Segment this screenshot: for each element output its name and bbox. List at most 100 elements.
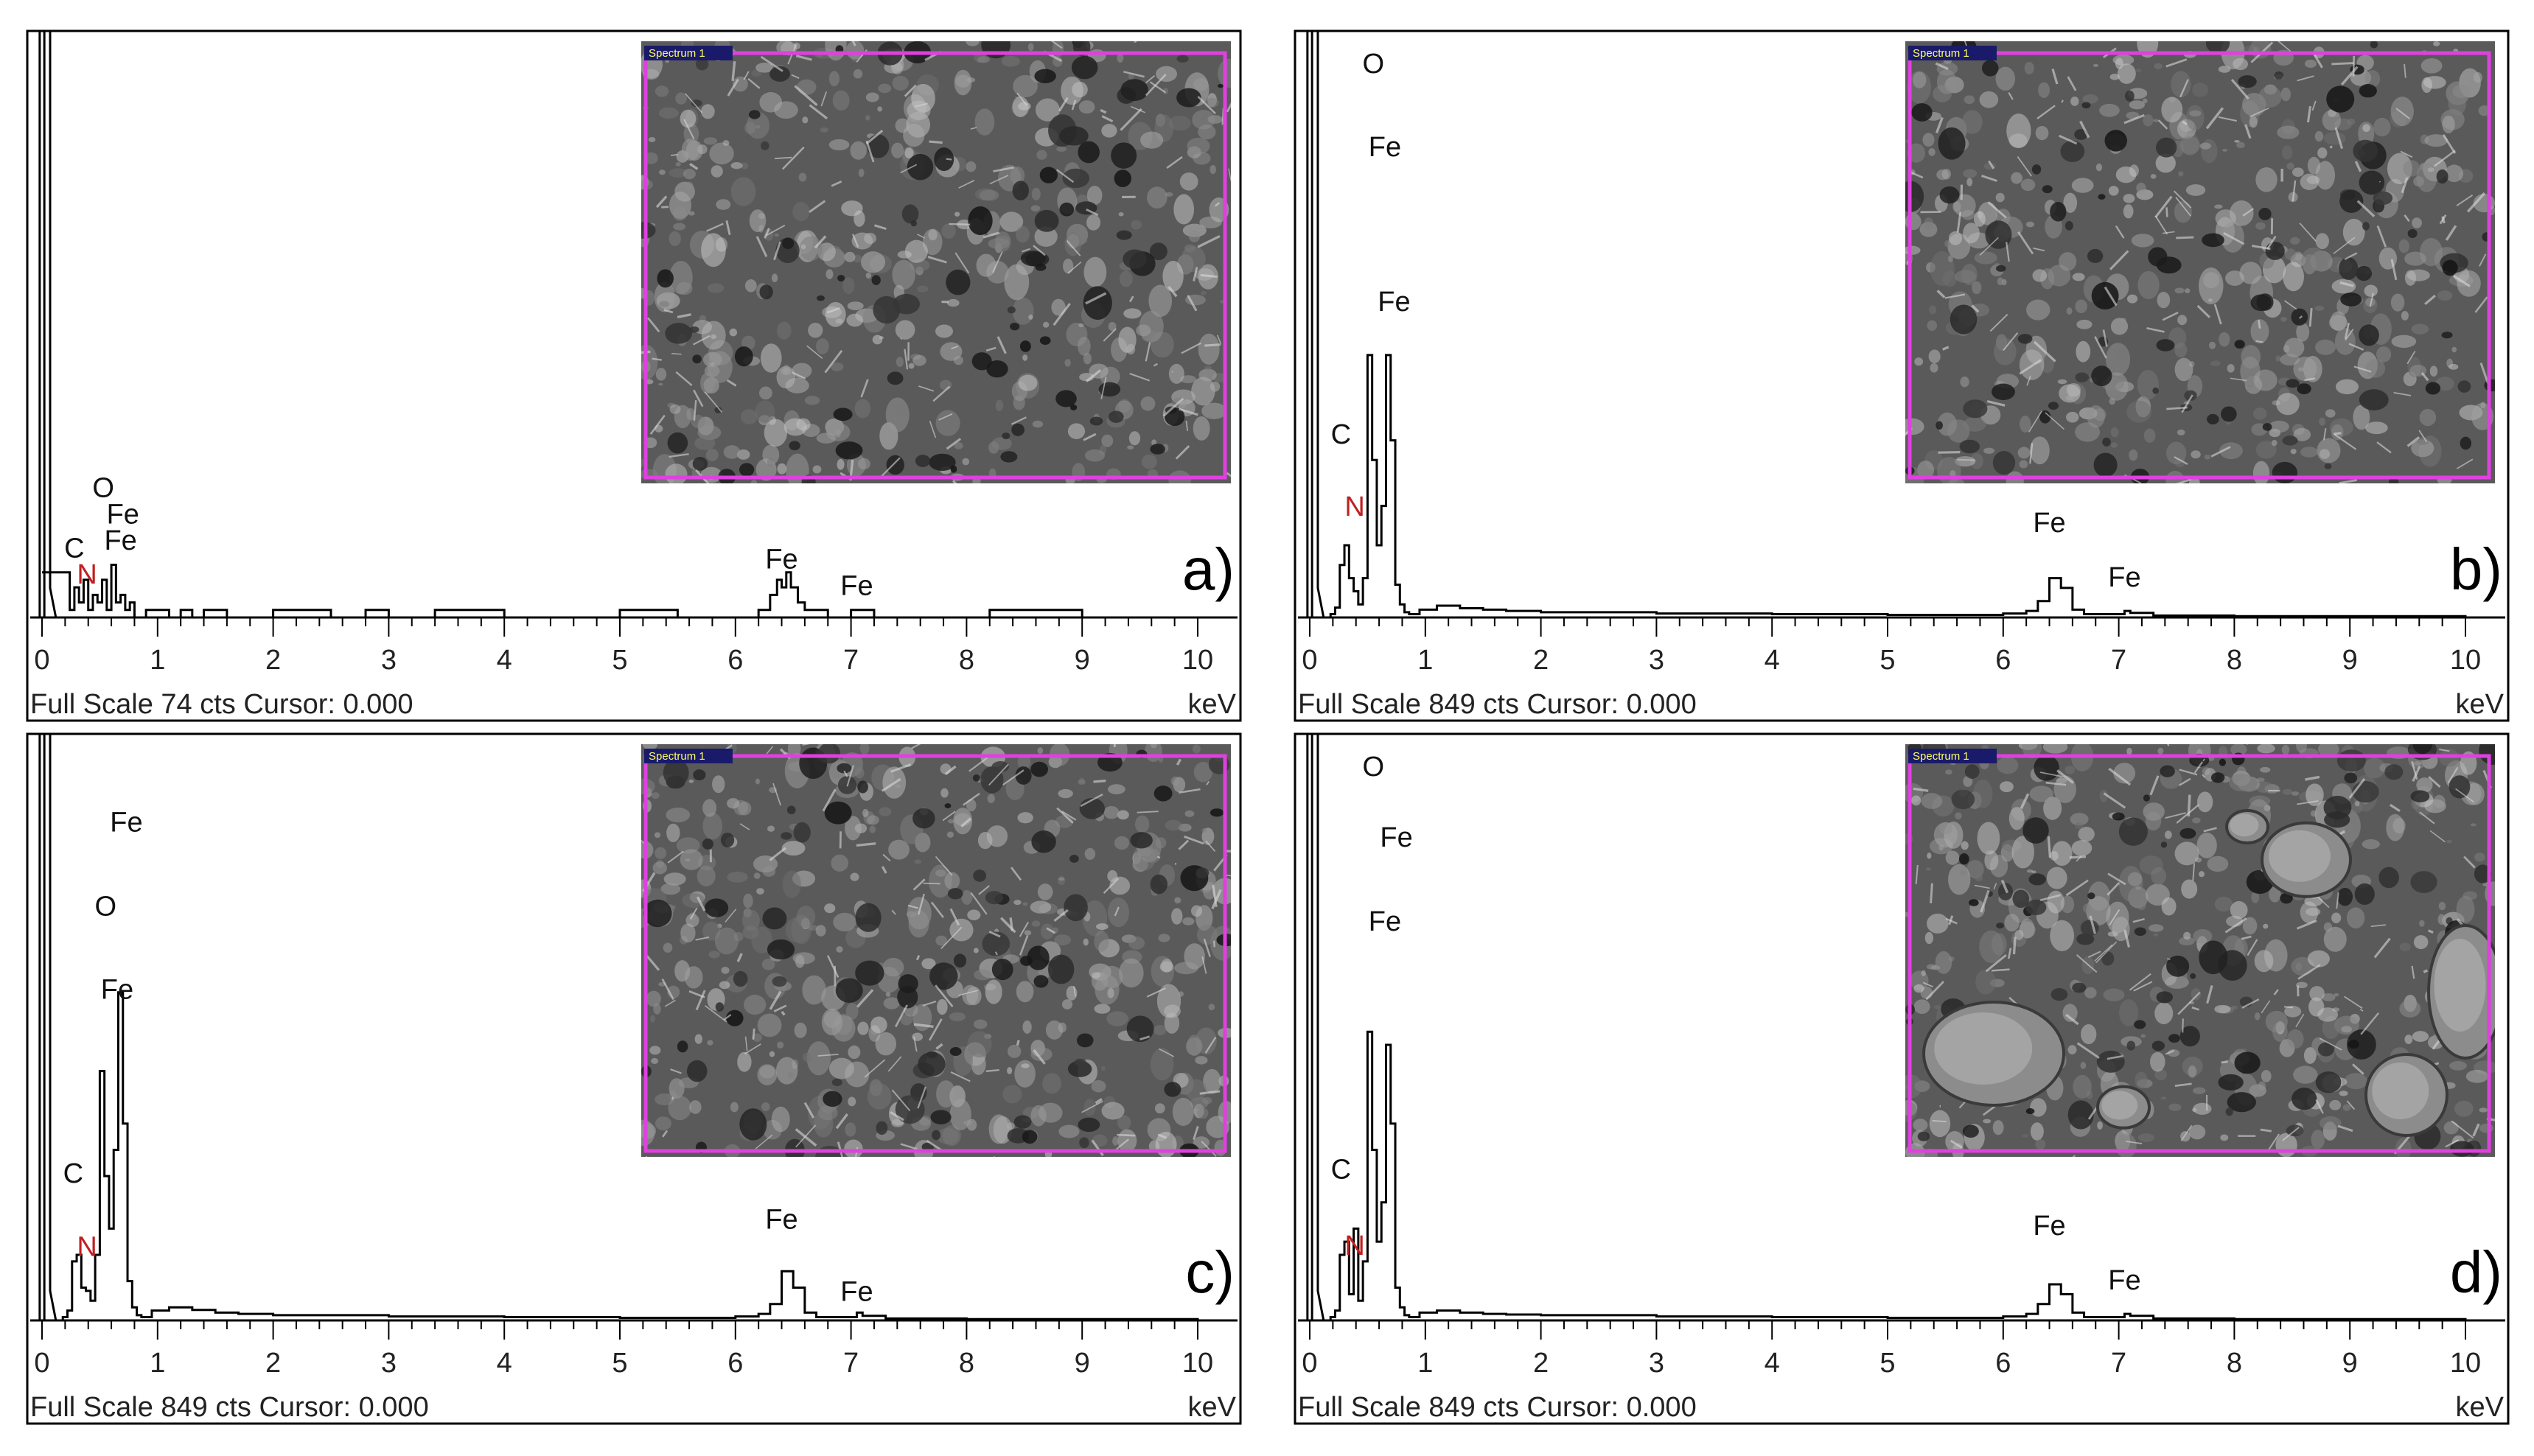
x-tick-label: 6 bbox=[1995, 645, 2011, 676]
zero-energy-peak bbox=[1306, 734, 1325, 1321]
x-tick-label: 5 bbox=[1879, 645, 1895, 676]
x-unit-label: keV bbox=[1188, 1392, 1237, 1423]
x-tick-label: 7 bbox=[843, 645, 859, 676]
peak-label-n: N bbox=[1344, 1231, 1364, 1261]
peak-label-o: O bbox=[1362, 49, 1384, 80]
spectrum-region-border bbox=[643, 754, 1227, 1153]
x-tick-label: 1 bbox=[150, 1348, 165, 1379]
x-tick-label: 6 bbox=[727, 645, 743, 676]
peak-label-o: O bbox=[94, 892, 116, 923]
peak-label-fe: Fe bbox=[1380, 822, 1412, 853]
eds-panel-b: 0 1 2 3 4 5 6 7 8 9 10 Full Scale 849 cts Cursor: 0… bbox=[1294, 29, 2510, 722]
x-tick-label: 7 bbox=[2111, 645, 2126, 676]
spectrum-region-border bbox=[643, 51, 1227, 480]
panel-label: c) bbox=[1185, 1239, 1235, 1305]
x-tick-label: 8 bbox=[2227, 645, 2242, 676]
inset-tag-background bbox=[1908, 46, 1997, 60]
eds-panel-a: 0 1 2 3 4 5 6 7 8 9 10 Full Scale 74 cts Cursor: 0.… bbox=[26, 29, 1242, 722]
spectrum-region-border bbox=[1908, 754, 2491, 1153]
peak-label-fe: Fe bbox=[1378, 287, 1410, 318]
spectrum-footer: Full Scale 849 cts Cursor: 0.000 bbox=[30, 1392, 429, 1423]
x-tick-label: 10 bbox=[1182, 645, 1213, 676]
x-tick-label: 9 bbox=[2342, 645, 2358, 676]
peak-label-fe: Fe bbox=[765, 545, 797, 575]
x-tick-label: 4 bbox=[497, 1348, 512, 1379]
peak-label-fe: Fe bbox=[1369, 906, 1401, 937]
x-tick-label: 2 bbox=[1533, 1348, 1549, 1379]
x-tick-label: 8 bbox=[959, 1348, 974, 1379]
x-tick-label: 10 bbox=[1182, 1348, 1213, 1379]
x-tick-label: 1 bbox=[1417, 645, 1433, 676]
x-tick-label: 1 bbox=[1417, 1348, 1433, 1379]
panel-label: b) bbox=[2450, 536, 2502, 602]
inset-tag-background bbox=[644, 749, 733, 763]
x-unit-label: keV bbox=[2456, 1392, 2505, 1423]
panel-label: a) bbox=[1182, 536, 1235, 602]
inset-tag-label: Spectrum 1 bbox=[1913, 47, 1969, 60]
peak-label-c: C bbox=[63, 1158, 83, 1189]
spectrum-trace bbox=[42, 563, 1198, 619]
peak-label-c: C bbox=[64, 533, 84, 564]
x-unit-label: keV bbox=[1188, 689, 1237, 720]
peak-label-fe: Fe bbox=[765, 1204, 797, 1235]
peak-label-fe: Fe bbox=[110, 808, 142, 839]
eds-panel-c: 0 1 2 3 4 5 6 7 8 9 10 Full Scale 849 cts Cursor: 0… bbox=[26, 732, 1242, 1425]
inset-tag-label: Spectrum 1 bbox=[649, 750, 705, 763]
eds-spectrum-chart: 0 1 2 3 4 5 6 7 8 9 10 Full Scale 74 cts Cursor: 0.… bbox=[26, 29, 1242, 722]
sem-inset-image: Spectrum 1 bbox=[1905, 744, 2495, 1157]
sem-inset-image: Spectrum 1 bbox=[641, 41, 1231, 483]
x-tick-label: 3 bbox=[1649, 1348, 1664, 1379]
zero-energy-peak bbox=[1306, 31, 1325, 618]
x-tick-label: 0 bbox=[34, 1348, 49, 1379]
zero-energy-peak bbox=[38, 31, 57, 618]
peak-label-fe: Fe bbox=[101, 975, 133, 1006]
peak-label-fe: Fe bbox=[840, 1276, 873, 1307]
x-tick-label: 10 bbox=[2450, 1348, 2481, 1379]
x-tick-label: 4 bbox=[1765, 645, 1780, 676]
x-tick-label: 6 bbox=[1995, 1348, 2011, 1379]
x-tick-label: 5 bbox=[1879, 1348, 1895, 1379]
x-tick-label: 3 bbox=[381, 1348, 397, 1379]
spectrum-trace bbox=[1310, 1030, 2467, 1322]
peak-label-o: O bbox=[92, 473, 114, 504]
spectrum-footer: Full Scale 74 cts Cursor: 0.000 bbox=[30, 689, 413, 720]
eds-spectrum-chart: 0 1 2 3 4 5 6 7 8 9 10 Full Scale 849 cts Cursor: 0… bbox=[1294, 732, 2510, 1425]
panel-label: d) bbox=[2450, 1239, 2502, 1305]
x-tick-label: 0 bbox=[1302, 1348, 1317, 1379]
peak-label-fe: Fe bbox=[2033, 1211, 2065, 1242]
spectrum-trace bbox=[42, 991, 1199, 1322]
peak-label-fe: Fe bbox=[2108, 1265, 2140, 1296]
x-tick-label: 4 bbox=[497, 645, 512, 676]
x-tick-label: 2 bbox=[265, 1348, 281, 1379]
x-tick-label: 0 bbox=[34, 645, 49, 676]
spectrum-trace bbox=[1310, 354, 2467, 619]
sem-inset-image: Spectrum 1 bbox=[1905, 41, 2495, 483]
sem-inset-image: Spectrum 1 bbox=[641, 744, 1231, 1157]
eds-spectrum-chart: 0 1 2 3 4 5 6 7 8 9 10 Full Scale 849 cts Cursor: 0… bbox=[1294, 29, 2510, 722]
x-tick-label: 1 bbox=[150, 645, 165, 676]
spectrum-footer: Full Scale 849 cts Cursor: 0.000 bbox=[1298, 1392, 1697, 1423]
spectrum-footer: Full Scale 849 cts Cursor: 0.000 bbox=[1298, 689, 1697, 720]
inset-tag-background bbox=[1908, 749, 1997, 763]
peak-label-fe: Fe bbox=[1369, 132, 1401, 163]
eds-spectrum-chart: 0 1 2 3 4 5 6 7 8 9 10 Full Scale 849 cts Cursor: 0… bbox=[26, 732, 1242, 1425]
eds-panel-d: 0 1 2 3 4 5 6 7 8 9 10 Full Scale 849 cts Cursor: 0… bbox=[1294, 732, 2510, 1425]
zero-energy-peak bbox=[38, 734, 57, 1321]
peak-label-n: N bbox=[77, 559, 97, 590]
x-tick-label: 9 bbox=[1075, 1348, 1090, 1379]
peak-label-fe: Fe bbox=[2033, 508, 2065, 539]
peak-label-fe: Fe bbox=[840, 570, 873, 601]
peak-label-fe: Fe bbox=[104, 525, 136, 556]
inset-tag-label: Spectrum 1 bbox=[649, 47, 705, 60]
peak-label-fe: Fe bbox=[2108, 562, 2140, 593]
x-tick-label: 4 bbox=[1765, 1348, 1780, 1379]
x-tick-label: 0 bbox=[1302, 645, 1317, 676]
peak-label-o: O bbox=[1362, 752, 1384, 783]
peak-label-c: C bbox=[1331, 1155, 1351, 1186]
x-tick-label: 7 bbox=[843, 1348, 859, 1379]
x-tick-label: 9 bbox=[2342, 1348, 2358, 1379]
spectrum-region-border bbox=[1908, 51, 2491, 480]
peak-label-n: N bbox=[77, 1232, 97, 1263]
x-tick-label: 10 bbox=[2450, 645, 2481, 676]
x-tick-label: 7 bbox=[2111, 1348, 2126, 1379]
